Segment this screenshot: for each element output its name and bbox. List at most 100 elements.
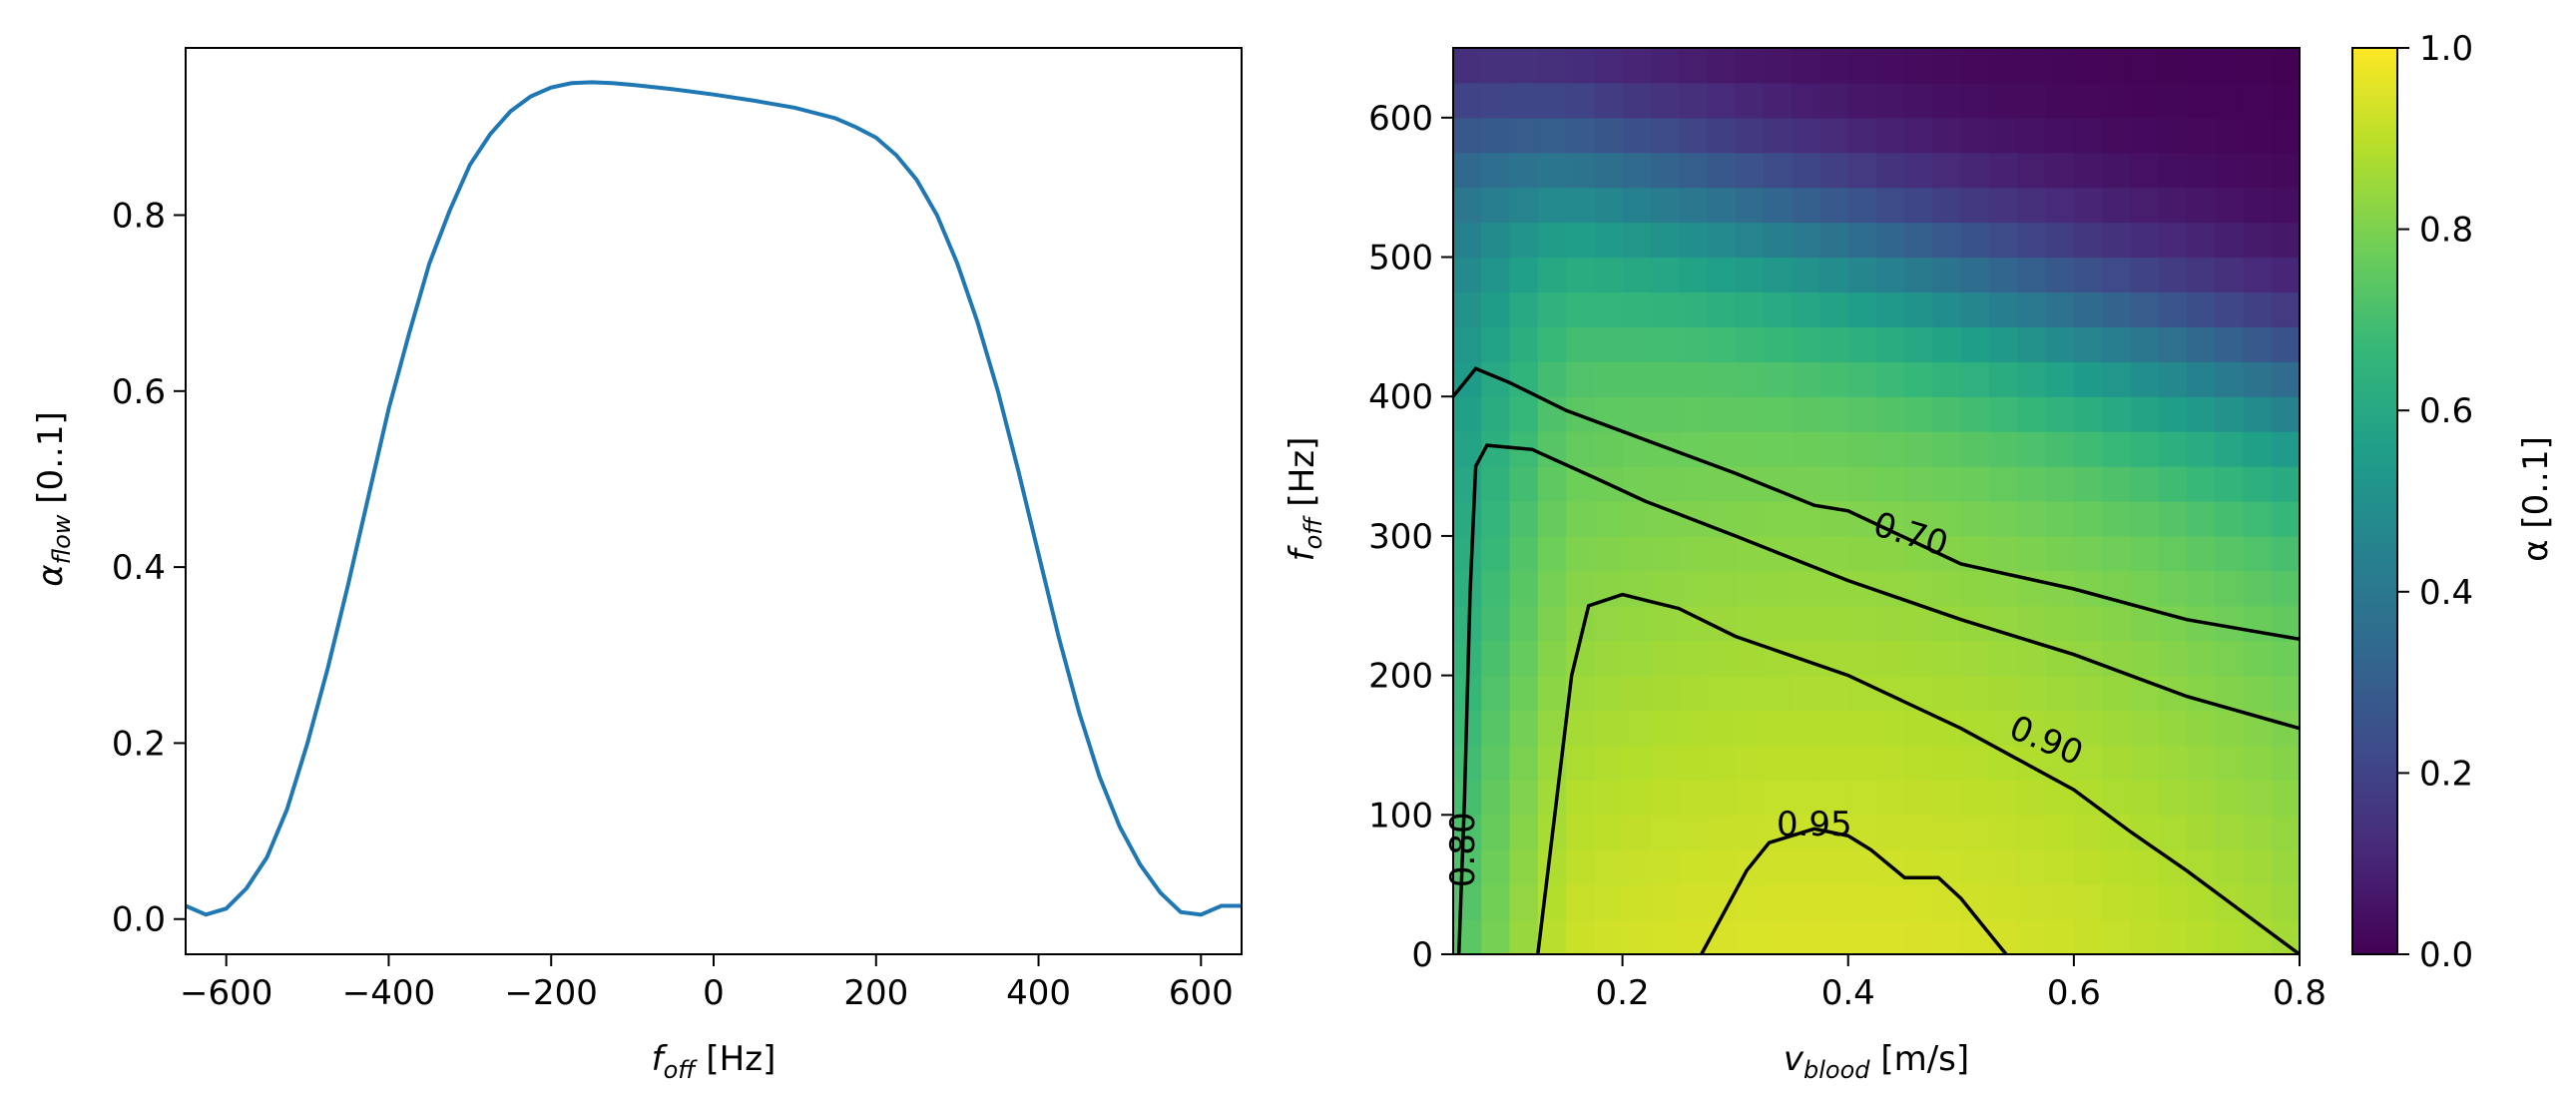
heatmap-ylabel: foff [Hz] [1283, 437, 1327, 562]
heatmap-cell [1932, 849, 1962, 885]
heatmap-cell [1537, 570, 1567, 607]
heatmap-cell [1904, 361, 1934, 397]
heatmap-cell [1989, 117, 2018, 154]
heatmap-cell [1735, 570, 1765, 607]
heatmap-cell [2073, 815, 2103, 850]
heatmap-cell [2073, 501, 2103, 537]
contour-label: 0.80 [1443, 812, 1483, 887]
heatmap-cell [1989, 815, 2018, 850]
heatmap-cell [1594, 82, 1624, 119]
heatmap-cell [1989, 82, 2018, 119]
heatmap-cell [1876, 152, 1905, 189]
heatmap-cell [1707, 780, 1737, 816]
heatmap-cell [1622, 919, 1652, 955]
heatmap-cell [1763, 82, 1793, 119]
heatmap-cell [2017, 919, 2047, 955]
heatmap-cell [2186, 815, 2216, 850]
heatmap-cell [1679, 745, 1708, 781]
heatmap-cell [2073, 884, 2103, 920]
heatmap-cell [2017, 605, 2047, 642]
heatmap-cell [1763, 117, 1793, 154]
heatmap-cell [2158, 48, 2188, 84]
heatmap-cell [2102, 117, 2131, 154]
heatmap-cell [1819, 257, 1849, 293]
heatmap-cell [2102, 82, 2131, 119]
alpha-flow-line [185, 80, 1242, 917]
heatmap-cell [1566, 222, 1595, 259]
heatmap-cell [2130, 431, 2160, 467]
heatmap-cell [2130, 152, 2160, 189]
heatmap-cell [2102, 396, 2131, 432]
heatmap-cell [1847, 82, 1877, 119]
heatmap-cell [2186, 570, 2216, 607]
heatmap-cell [1453, 48, 1482, 84]
heatmap-cell [1932, 361, 1962, 397]
heatmap-cell [1904, 257, 1934, 293]
heatmap-cell [2158, 396, 2188, 432]
colorbar-tick-label: 0.0 [2419, 935, 2473, 975]
heatmap-cell [1847, 745, 1877, 781]
heatmap-cell [2243, 745, 2273, 781]
heatmap-cell [1481, 919, 1511, 955]
heatmap-cell [1989, 48, 2018, 84]
heatmap-cell [2186, 326, 2216, 362]
heatmap-cell [2243, 501, 2273, 537]
heatmap-cell [2186, 431, 2216, 467]
heatmap-cell [2243, 257, 2273, 293]
heatmap-cell [1537, 187, 1567, 224]
heatmap-cell [2243, 117, 2273, 154]
heatmap-cell [2073, 710, 2103, 747]
heatmap-cell [1876, 187, 1905, 224]
heatmap-cell [2243, 570, 2273, 607]
heatmap-cell [1763, 745, 1793, 781]
heatmap-cell [2073, 675, 2103, 712]
heatmap-cell [1904, 222, 1934, 259]
heatmap-cell [1594, 780, 1624, 816]
heatmap-cell [1876, 919, 1905, 955]
heatmap-cell [2158, 257, 2188, 293]
heatmap-cell [1679, 326, 1708, 362]
heatmap-cell [2158, 501, 2188, 537]
heatmap-cell [1509, 48, 1539, 84]
heatmap-cell [1566, 710, 1595, 747]
y-tick-label: 500 [1368, 239, 1433, 278]
y-tick-label: 300 [1368, 517, 1433, 557]
heatmap-cell [2271, 152, 2301, 189]
heatmap-cell [2102, 919, 2131, 955]
heatmap-cell [1594, 710, 1624, 747]
heatmap-cell [1537, 501, 1567, 537]
heatmap-cell [1792, 919, 1821, 955]
heatmap-cell [2271, 849, 2301, 885]
heatmap-cell [2243, 919, 2273, 955]
heatmap-cell [1594, 361, 1624, 397]
heatmap-cell [2073, 187, 2103, 224]
heatmap-cell [2130, 780, 2160, 816]
heatmap-cell [1932, 82, 1962, 119]
heatmap-cell [2073, 257, 2103, 293]
heatmap-cell [1481, 884, 1511, 920]
heatmap-cell [1792, 466, 1821, 502]
heatmap-cell [1481, 396, 1511, 432]
heatmap-cell [1735, 431, 1765, 467]
heatmap-cell [1537, 361, 1567, 397]
heatmap-cell [1594, 605, 1624, 642]
x-tick-label: −400 [342, 973, 435, 1013]
heatmap-cell [1650, 257, 1680, 293]
heatmap-cell [1509, 535, 1539, 572]
heatmap-cell [2215, 257, 2245, 293]
heatmap-cell [1960, 117, 1990, 154]
heatmap-cell [2215, 605, 2245, 642]
heatmap-cell [2102, 675, 2131, 712]
heatmap-cell [2017, 361, 2047, 397]
heatmap-cell [1819, 48, 1849, 84]
heatmap-cell [1537, 152, 1567, 189]
heatmap-cell [1650, 187, 1680, 224]
heatmap-cell [1763, 48, 1793, 84]
heatmap-cell [1707, 117, 1737, 154]
heatmap-cell [1735, 501, 1765, 537]
heatmap-cell [1650, 82, 1680, 119]
heatmap-cell [2158, 326, 2188, 362]
heatmap-cell [1453, 815, 1482, 850]
y-tick-label: 0.0 [112, 900, 166, 940]
heatmap-cell [2271, 884, 2301, 920]
